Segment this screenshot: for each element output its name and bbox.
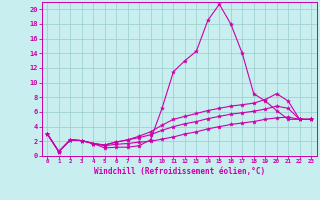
X-axis label: Windchill (Refroidissement éolien,°C): Windchill (Refroidissement éolien,°C) [94, 167, 265, 176]
